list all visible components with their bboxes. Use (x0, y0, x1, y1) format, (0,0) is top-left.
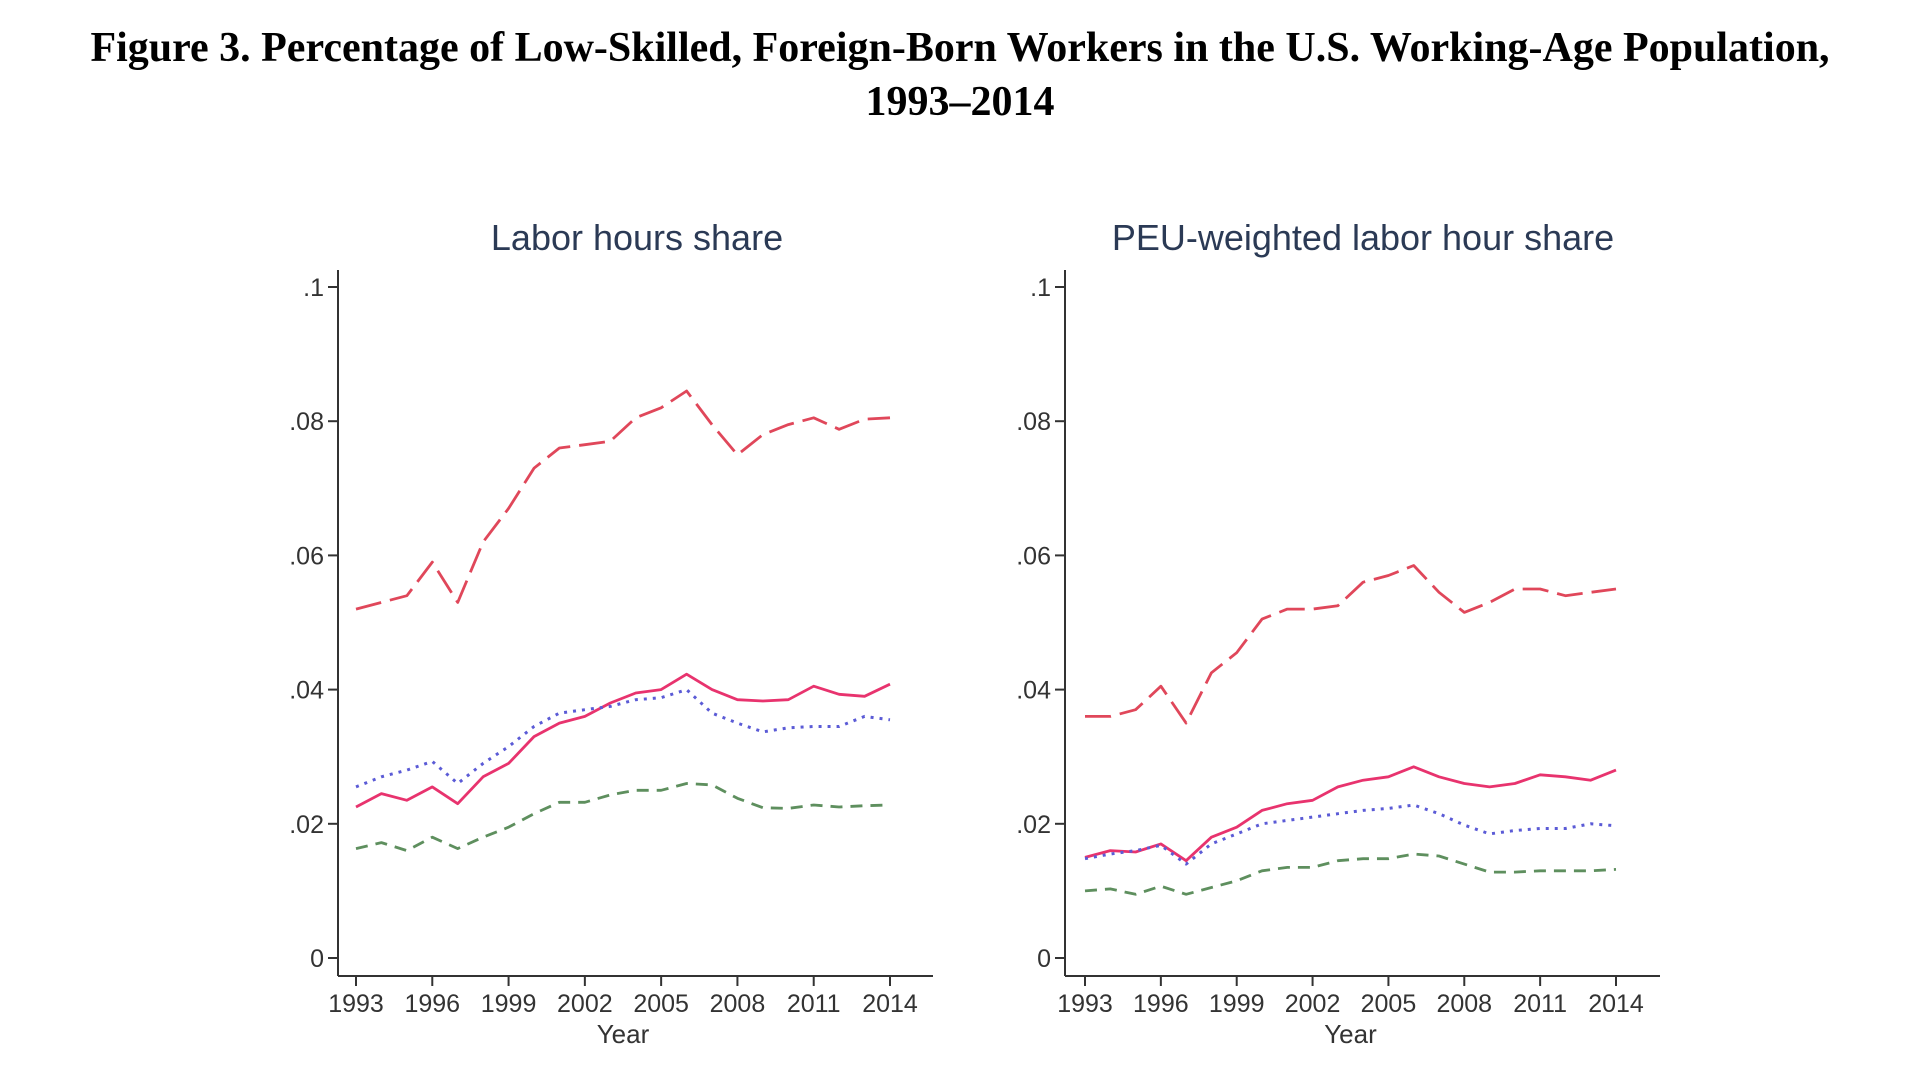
series-line-short-dash (1084, 852, 1617, 896)
x-tick-label: 2002 (1285, 990, 1341, 1018)
x-tick-label: 2014 (1588, 990, 1644, 1018)
series-line-solid (1084, 765, 1617, 863)
x-tick-label: 2008 (1436, 990, 1492, 1018)
figure-title-line1: Figure 3. Percentage of Low-Skilled, For… (90, 25, 1830, 71)
series-line-long-dash (1085, 564, 1617, 725)
y-tick-label: .04 (1016, 677, 1051, 705)
panel-title: PEU-weighted labor hour share (1112, 217, 1614, 258)
x-axis-label: Year (597, 1019, 650, 1049)
x-tick-label: 2005 (633, 990, 689, 1018)
x-tick-label: 1999 (481, 990, 537, 1018)
y-tick-label: .08 (1016, 408, 1051, 436)
y-tick-label: 0 (1037, 945, 1051, 973)
y-tick-label: .06 (1016, 542, 1051, 570)
y-tick-label: .06 (289, 542, 324, 570)
x-tick-label: 2008 (710, 990, 766, 1018)
y-tick-label: .02 (289, 811, 324, 839)
chart-panel-1: Labor hours share 0 .02 .04 .06 .08 .1 1993 1996… (289, 217, 933, 1049)
series-line-short-dash (355, 782, 891, 852)
x-tick-label: 2005 (1361, 990, 1417, 1018)
x-tick-label: 1999 (1209, 990, 1265, 1018)
series-line-long-dash (355, 389, 891, 611)
y-tick-label: .04 (289, 677, 324, 705)
series-line-solid (355, 672, 891, 809)
chart-panel-2: PEU-weighted labor hour share 0 .02 .04 .06.… (1016, 217, 1660, 1049)
x-tick-label: 1993 (328, 990, 384, 1018)
x-tick-label: 1996 (404, 990, 460, 1018)
x-tick-label: 2011 (787, 990, 841, 1018)
y-tick-label: .1 (1030, 274, 1051, 302)
x-axis-label: Year (1324, 1019, 1377, 1049)
y-tick-label: .08 (289, 408, 324, 436)
panel-title: Labor hours share (491, 217, 783, 258)
x-tick-label: 2011 (1513, 990, 1567, 1018)
series-line-dotted (355, 688, 891, 789)
series-line-dotted (1084, 803, 1617, 866)
x-tick-label: 2014 (862, 990, 918, 1018)
figure-title-line2: 1993–2014 (865, 79, 1055, 125)
y-tick-label: .02 (1016, 811, 1051, 839)
x-tick-label: 2002 (557, 990, 613, 1018)
x-tick-label: 1996 (1133, 990, 1189, 1018)
y-tick-label: 0 (310, 945, 324, 973)
x-tick-label: 1993 (1057, 990, 1113, 1018)
y-tick-label: .1 (303, 274, 324, 302)
